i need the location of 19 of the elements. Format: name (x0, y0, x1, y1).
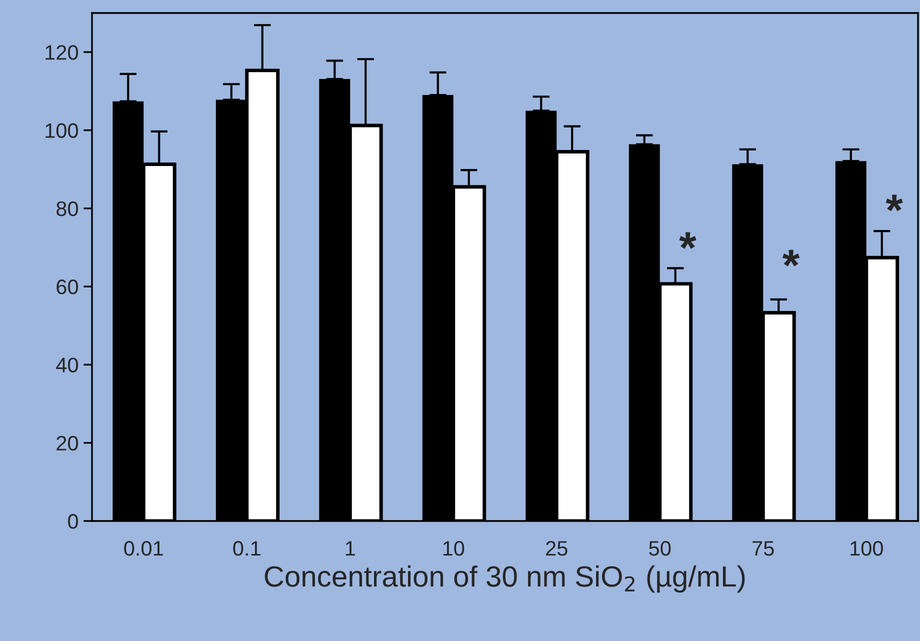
y-tick-label: 80 (56, 201, 78, 216)
x-tick-label: 50 (649, 540, 671, 556)
x-tick-label: 25 (546, 540, 568, 556)
y-tick-label: 20 (56, 436, 78, 451)
x-tick-label: 1 (346, 541, 355, 556)
y-tick-label: 40 (56, 358, 78, 372)
x-tick-label: 75 (752, 541, 774, 556)
x-tick-label: 10 (443, 540, 464, 556)
x-tick-label: 0.1 (233, 540, 260, 556)
y-tick-label: 120 (46, 45, 78, 60)
x-axis-title: Concentration of 30 nm SiO$_{2}$ (µg/mL) (264, 565, 745, 593)
y-tick-label: 0 (68, 514, 78, 529)
annotation: * (782, 250, 800, 266)
x-tick-label: 0.01 (124, 540, 163, 556)
y-tick-label: 100 (46, 123, 78, 138)
x-tick-label: 100 (850, 540, 883, 556)
annotation: * (679, 232, 696, 249)
annotation: * (886, 194, 903, 212)
y-tick-label: 60 (56, 280, 78, 294)
